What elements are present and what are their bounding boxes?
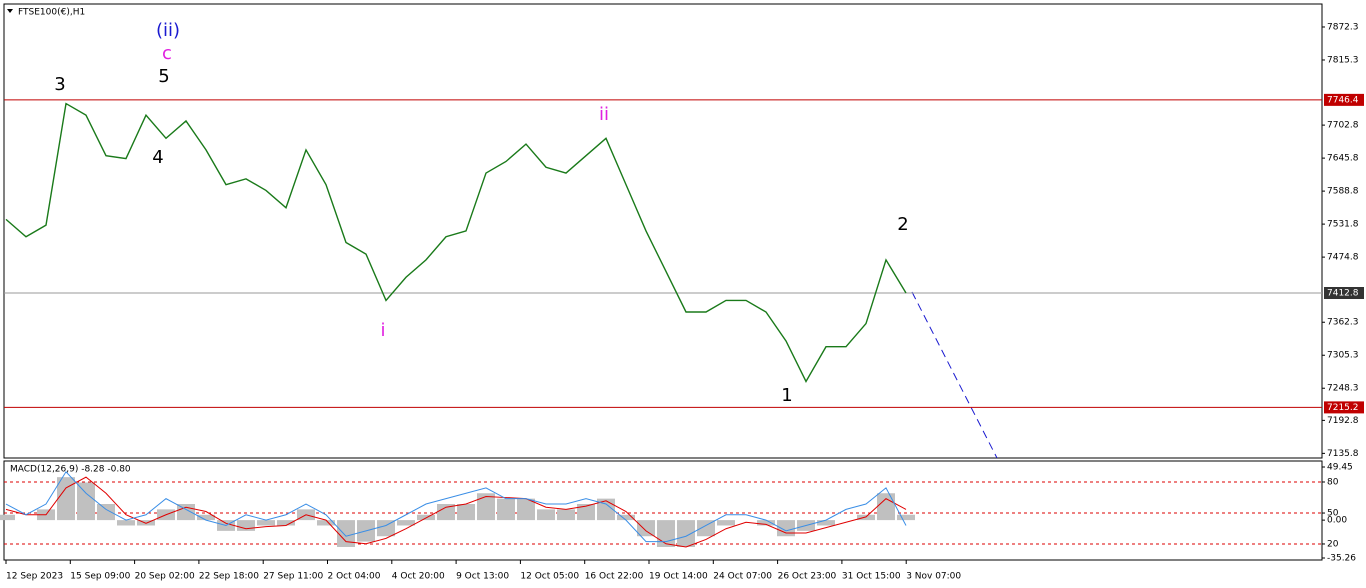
y-tick-label: 7645.8 [1327, 154, 1359, 164]
macd-line [5, 476, 907, 548]
x-tick-label: 15 Sep 09:00 [70, 572, 130, 582]
y-tick-label: 20 [1327, 539, 1339, 549]
macd-bar [377, 520, 395, 537]
macd-bar [537, 509, 555, 521]
y-tick-label: 7135.8 [1327, 449, 1359, 459]
macd-bar [877, 493, 895, 521]
macd-bar [577, 504, 595, 521]
x-tick-label: 22 Sep 18:00 [199, 572, 259, 582]
macd-bar [897, 514, 915, 521]
x-tick-label: 2 Oct 04:00 [328, 572, 381, 582]
y-tick-label: 7702.8 [1327, 121, 1359, 131]
macd-bar [617, 514, 635, 521]
wave-label: i [380, 320, 385, 341]
macd-bar [57, 477, 75, 521]
x-tick-label: 26 Oct 23:00 [778, 572, 837, 582]
wave-label: 3 [54, 74, 65, 95]
wave-label: 4 [152, 147, 163, 168]
y-tick-label: 7192.8 [1327, 416, 1359, 426]
x-tick-label: 16 Oct 22:00 [585, 572, 644, 582]
wave-label: 2 [897, 214, 908, 235]
menu-arrow[interactable] [7, 9, 13, 13]
y-tick-label: 49.45 [1327, 463, 1353, 473]
y-tick-label: 80 [1327, 477, 1339, 487]
wave-label: ii [599, 104, 609, 125]
macd-bar [697, 520, 715, 537]
x-tick-label: 9 Oct 13:00 [456, 572, 509, 582]
level-label: 7746.4 [1327, 95, 1359, 105]
projection-line [911, 291, 998, 459]
level-tag [1324, 401, 1364, 414]
x-tick-label: 20 Sep 02:00 [135, 572, 195, 582]
y-tick-label: 7872.3 [1327, 22, 1359, 32]
price-line [5, 102, 907, 383]
price-panel [3, 3, 1323, 459]
macd-line [5, 470, 907, 543]
macd-bar [757, 520, 775, 526]
macd-bar [237, 520, 255, 531]
y-tick-label: 7588.8 [1327, 187, 1359, 197]
wave-label: (ii) [156, 20, 180, 41]
macd-bar [817, 520, 835, 526]
macd-bar [437, 504, 455, 521]
y-tick-label: 7531.8 [1327, 220, 1359, 230]
macd-bar [197, 514, 215, 521]
macd-bar [457, 504, 475, 521]
x-tick-label: 3 Nov 07:00 [906, 572, 961, 582]
level-label: 7215.2 [1327, 403, 1359, 413]
x-tick-label: 19 Oct 14:00 [649, 572, 708, 582]
macd-bar [597, 498, 615, 521]
macd-bar [717, 520, 735, 526]
x-tick-label: 12 Sep 2023 [6, 572, 63, 582]
macd-bar [277, 520, 295, 526]
y-tick-label: 50 [1327, 509, 1339, 519]
macd-bar [677, 520, 695, 547]
macd-bar [517, 498, 535, 521]
y-tick-label: 7305.3 [1327, 351, 1359, 361]
macd-title: MACD(12,26,9) -8.28 -0.80 [10, 465, 131, 475]
macd-bar [637, 520, 655, 537]
x-tick-label: 12 Oct 05:00 [520, 572, 579, 582]
y-tick-label: 0.00 [1327, 516, 1347, 526]
y-tick-label: 7474.8 [1327, 253, 1359, 263]
macd-bar [497, 498, 515, 521]
macd-bar [397, 520, 415, 526]
macd-bar [337, 520, 355, 547]
level-tag [1324, 93, 1364, 106]
macd-bar [477, 493, 495, 521]
macd-bar [77, 482, 95, 521]
wave-label: 1 [781, 385, 792, 406]
macd-bar [97, 504, 115, 521]
macd-bar [257, 520, 275, 526]
y-tick-label: 7815.3 [1327, 55, 1359, 65]
y-tick-label: -35.26 [1327, 554, 1356, 564]
x-tick-label: 27 Sep 11:00 [263, 572, 323, 582]
macd-bar [0, 514, 15, 521]
macd-bar [117, 520, 135, 526]
level-label: 7412.8 [1327, 289, 1359, 299]
x-tick-label: 31 Oct 15:00 [842, 572, 901, 582]
wave-label: 5 [158, 66, 169, 87]
macd-bar [857, 514, 875, 521]
chart-title: FTSE100(€),H1 [18, 8, 85, 18]
x-tick-label: 4 Oct 20:00 [392, 572, 445, 582]
macd-bar [317, 520, 335, 526]
wave-label: c [162, 43, 172, 64]
macd-bar [557, 509, 575, 521]
y-tick-label: 7248.3 [1327, 384, 1359, 394]
level-tag [1324, 287, 1364, 300]
y-tick-label: 7362.3 [1327, 318, 1359, 328]
x-tick-label: 24 Oct 07:00 [713, 572, 772, 582]
macd-bar [657, 520, 675, 547]
macd-bar [777, 520, 795, 537]
